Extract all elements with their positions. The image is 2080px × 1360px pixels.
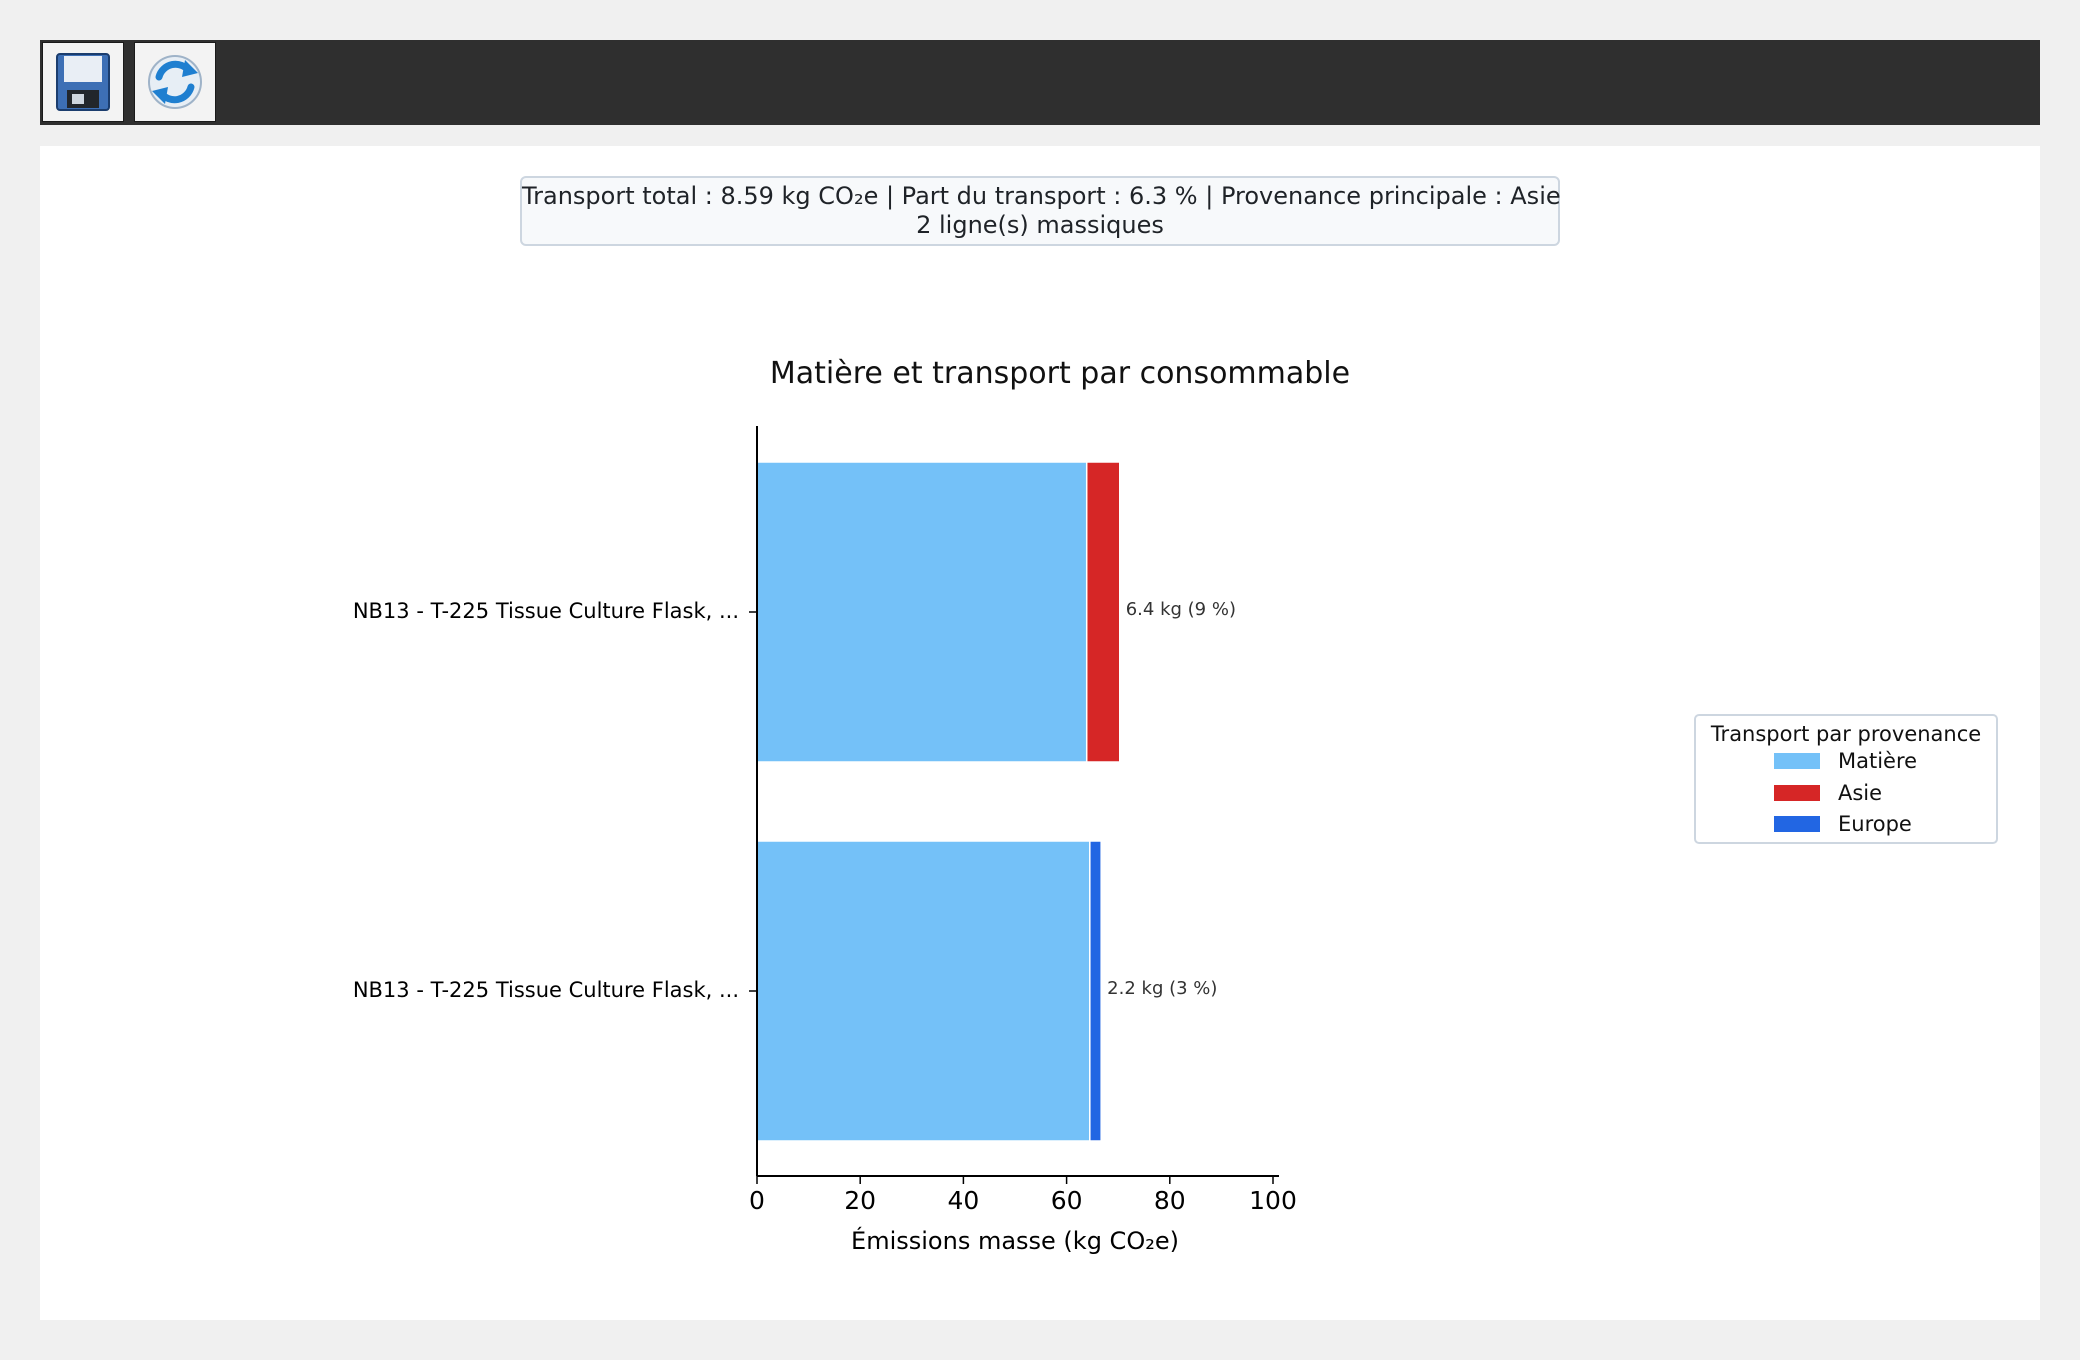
y-tick-label-1: NB13 - T-225 Tissue Culture Flask, ... [353, 599, 739, 623]
bar-1-matire [756, 461, 1088, 763]
refresh-icon [148, 55, 202, 109]
legend-label-europe: Europe [1838, 812, 1912, 836]
save-button[interactable] [42, 42, 124, 122]
x-tick-label-40: 40 [947, 1186, 979, 1215]
x-axis-label: Émissions masse (kg CO₂e) [851, 1226, 1179, 1255]
legend-swatch-asie [1774, 785, 1820, 801]
chart-panel: Transport total : 8.59 kg CO₂e | Part du… [40, 146, 2040, 1320]
save-floppy-icon [56, 53, 110, 111]
bar-2-matire [756, 840, 1091, 1142]
x-tick-label-20: 20 [844, 1186, 876, 1215]
y-tick-label-2: NB13 - T-225 Tissue Culture Flask, ... [353, 978, 739, 1002]
legend-label-matiere: Matière [1838, 749, 1918, 773]
legend-item-matiere: Matière [1774, 748, 1917, 774]
legend-item-asie: Asie [1774, 780, 1882, 806]
bar-1-asie [1085, 461, 1121, 763]
x-tick-label-100: 100 [1249, 1186, 1297, 1215]
data-label-2: 2.2 kg (3 %) [1107, 978, 1217, 999]
x-tick-label-0: 0 [749, 1186, 765, 1215]
chart-title: Matière et transport par consommable [769, 356, 1351, 391]
summary-line-1: Transport total : 8.59 kg CO₂e | Part du… [522, 182, 1561, 210]
x-tick-label-80: 80 [1154, 1186, 1186, 1215]
summary-box: Transport total : 8.59 kg CO₂e | Part du… [520, 176, 1561, 246]
legend-item-europe: Europe [1774, 811, 1912, 837]
x-tick-label-60: 60 [1051, 1186, 1083, 1215]
summary-line-2: 2 ligne(s) massiques [916, 211, 1164, 239]
legend-title: Transport par provenance [1710, 722, 1982, 746]
toolbar [40, 40, 2040, 125]
bar-chart: 6.4 kg (9 %) NB13 - T-225 Tissue Culture … [353, 426, 1297, 1255]
refresh-button[interactable] [134, 42, 216, 122]
data-label-1: 6.4 kg (9 %) [1126, 599, 1236, 620]
legend-swatch-matiere [1774, 753, 1820, 769]
legend: Transport par provenance Matière Asie Eu… [1694, 714, 1998, 844]
legend-label-asie: Asie [1838, 781, 1883, 805]
legend-swatch-europe [1774, 816, 1820, 832]
bar-2-europe [1089, 840, 1102, 1142]
